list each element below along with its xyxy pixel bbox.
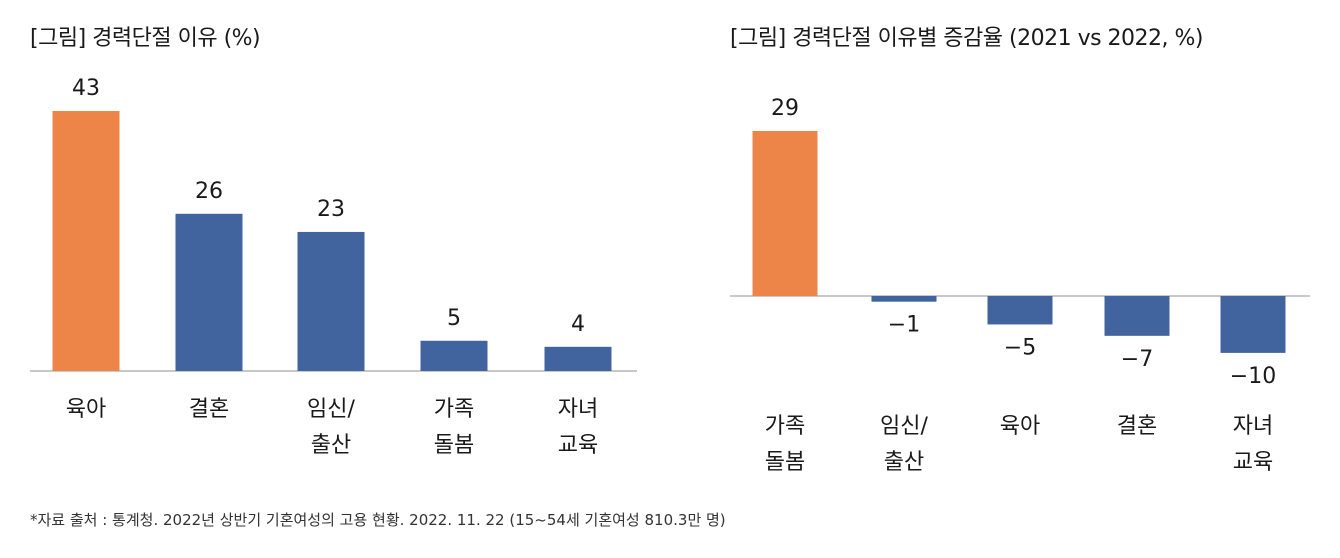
data-label: 5 bbox=[447, 306, 461, 331]
category-label: 자녀 bbox=[558, 397, 598, 422]
bar bbox=[420, 340, 488, 371]
category-label: 출산 bbox=[884, 450, 924, 475]
category-label: 출산 bbox=[311, 433, 351, 458]
category-label: 결혼 bbox=[189, 397, 229, 422]
bar bbox=[871, 296, 937, 302]
category-label: 돌봄 bbox=[434, 433, 474, 458]
chart-2-title: [그림] 경력단절 이유별 증감율 (2021 vs 2022, %) bbox=[730, 26, 1204, 51]
data-label: 23 bbox=[317, 197, 345, 222]
bar bbox=[752, 131, 818, 296]
bar bbox=[175, 213, 243, 371]
bar bbox=[987, 296, 1053, 325]
bar bbox=[52, 111, 120, 371]
data-label: 43 bbox=[72, 76, 100, 101]
category-label: 임신/ bbox=[880, 414, 928, 439]
bar bbox=[544, 346, 612, 371]
category-label: 육아 bbox=[1000, 414, 1040, 439]
category-label: 가족 bbox=[765, 414, 805, 439]
data-label: −1 bbox=[888, 313, 920, 338]
category-label: 결혼 bbox=[1117, 414, 1157, 439]
data-label: 26 bbox=[195, 179, 223, 204]
data-label: −5 bbox=[1004, 335, 1036, 360]
category-label: 돌봄 bbox=[765, 450, 805, 475]
chart-1-title: [그림] 경력단절 이유 (%) bbox=[30, 26, 261, 51]
source-footnote: *자료 출처 : 통계청. 2022년 상반기 기혼여성의 고용 현황. 202… bbox=[30, 511, 726, 529]
category-label: 자녀 bbox=[1233, 414, 1273, 439]
bar bbox=[1104, 296, 1170, 336]
bar bbox=[1220, 296, 1286, 353]
category-label: 가족 bbox=[434, 397, 474, 422]
data-label: 29 bbox=[771, 96, 799, 121]
category-label: 교육 bbox=[558, 433, 598, 458]
category-label: 육아 bbox=[66, 397, 106, 422]
data-label: 4 bbox=[571, 312, 585, 337]
category-label: 교육 bbox=[1233, 450, 1273, 475]
bar bbox=[297, 231, 365, 371]
data-label: −10 bbox=[1230, 364, 1276, 389]
category-label: 임신/ bbox=[307, 397, 355, 422]
data-label: −7 bbox=[1121, 347, 1153, 372]
